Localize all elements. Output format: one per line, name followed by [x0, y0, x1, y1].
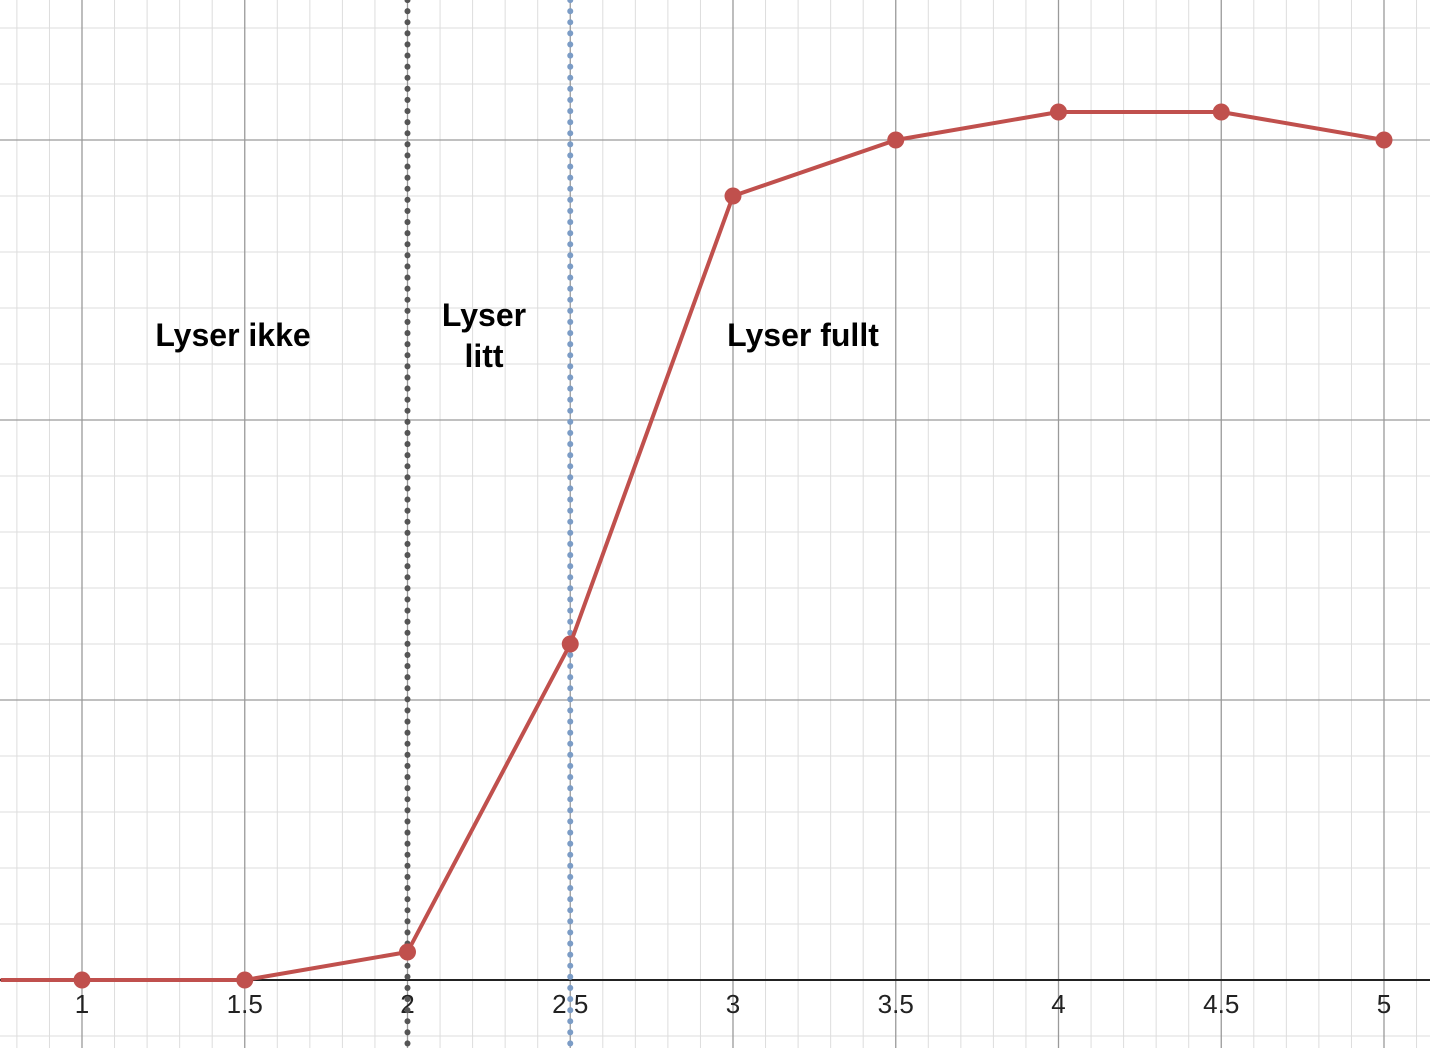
data-point — [236, 971, 254, 989]
data-point — [73, 971, 91, 989]
data-point — [399, 943, 416, 961]
reference-lines — [404, 0, 574, 1048]
x-tick-labels: 1 1.5 2 2.5 3 3.5 4 4.5 5 — [75, 989, 1391, 1019]
x-tick-label: 5 — [1377, 989, 1391, 1019]
region-label: Lyser ikke — [155, 317, 310, 353]
data-point — [724, 187, 742, 205]
x-tick-label: 3 — [726, 989, 740, 1019]
region-label: Lyser litt — [442, 297, 526, 374]
series-layer — [0, 103, 1393, 989]
x-tick-label: 3.5 — [878, 989, 914, 1019]
data-point — [561, 635, 579, 653]
data-point — [887, 131, 905, 149]
region-labels: Lyser ikke Lyser litt Lyser fullt — [155, 297, 879, 374]
series-line — [0, 110, 1385, 982]
x-tick-label: 2.5 — [552, 989, 588, 1019]
x-tick-label: 2 — [400, 989, 414, 1019]
x-tick-label: 4.5 — [1203, 989, 1239, 1019]
data-point — [1050, 103, 1067, 121]
data-point — [1375, 131, 1393, 149]
x-tick-label: 4 — [1051, 989, 1065, 1019]
data-point — [1212, 103, 1230, 121]
x-tick-label: 1.5 — [227, 989, 263, 1019]
x-tick-label: 1 — [75, 989, 89, 1019]
region-label: Lyser fullt — [727, 317, 879, 353]
